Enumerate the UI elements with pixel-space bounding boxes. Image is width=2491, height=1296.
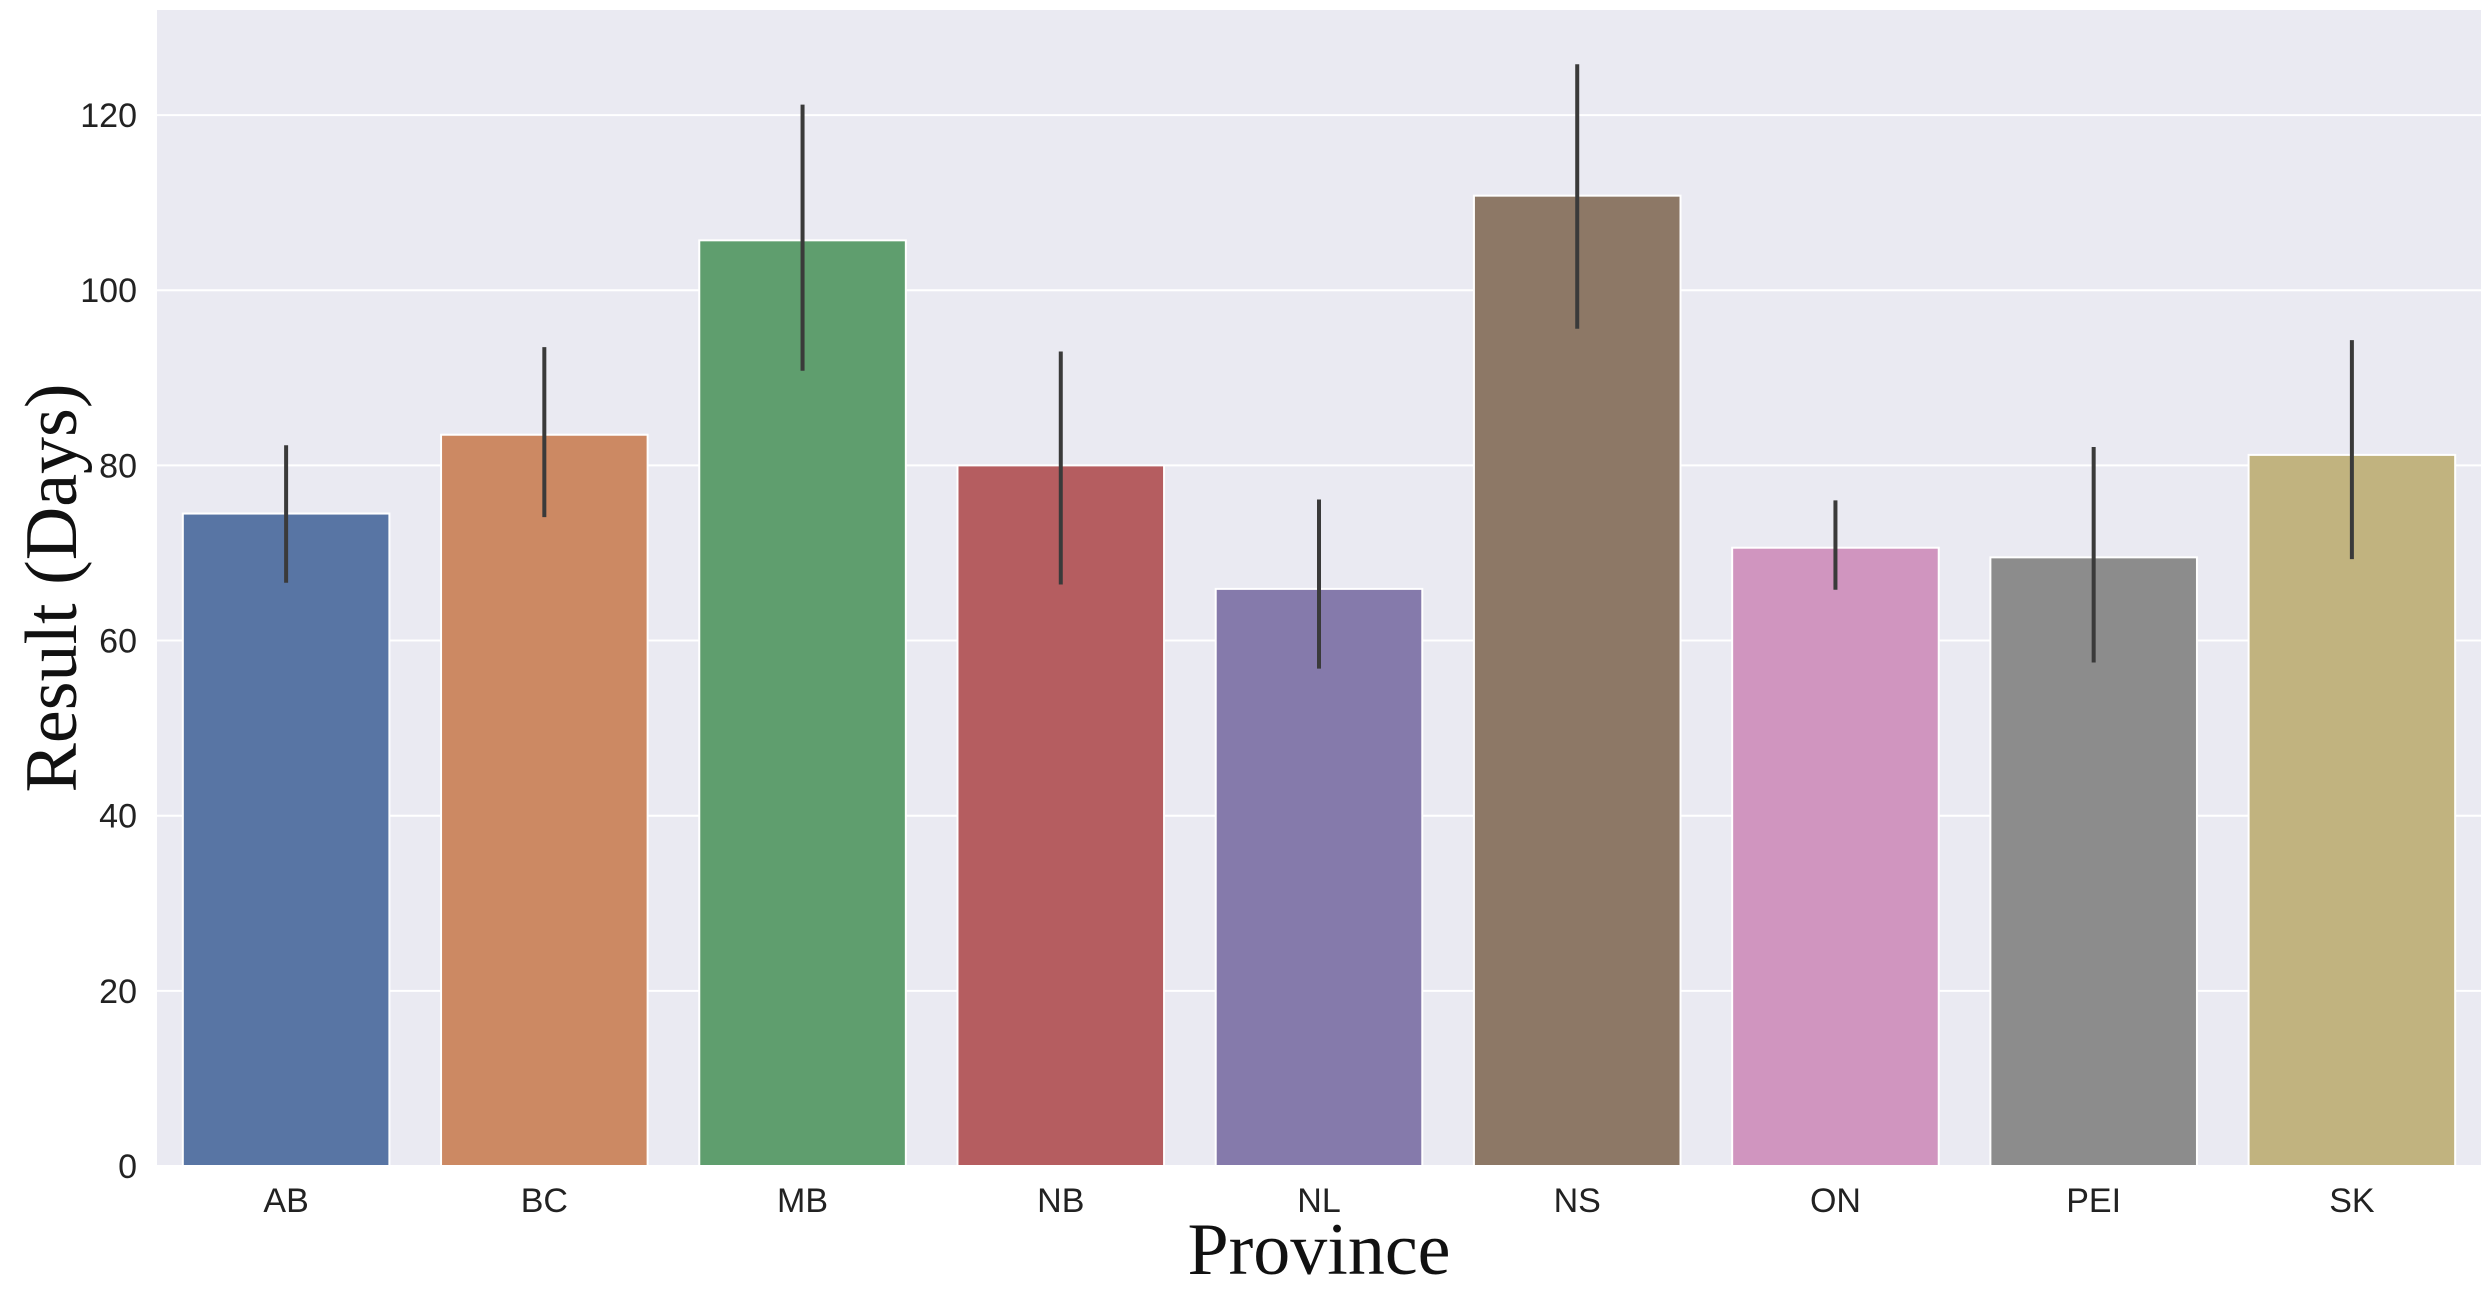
y-tick-label: 60 <box>99 623 137 661</box>
x-tick-label: NL <box>1297 1182 1340 1220</box>
y-tick-label: 0 <box>118 1148 137 1186</box>
bar-ns <box>1472 194 1682 1168</box>
x-tick-label: SK <box>2329 1182 2375 1220</box>
x-tick-label: NB <box>1037 1182 1084 1220</box>
x-tick-label: NS <box>1554 1182 1601 1220</box>
bars <box>181 194 2457 1168</box>
x-tick-label: PEI <box>2066 1182 2121 1220</box>
x-axis-title: Province <box>1187 1209 1450 1291</box>
y-axis-title: Result (Days) <box>11 384 93 793</box>
y-tick-label: 100 <box>80 272 137 310</box>
y-tick-labels: 0 20 40 60 80 100 120 <box>80 97 137 1186</box>
y-tick-label: 40 <box>99 798 137 836</box>
y-tick-label: 120 <box>80 97 137 135</box>
x-tick-label: MB <box>777 1182 828 1220</box>
bar-mb <box>698 239 907 1168</box>
y-tick-label: 80 <box>99 447 137 485</box>
y-tick-label: 20 <box>99 973 137 1011</box>
x-tick-label: BC <box>521 1182 568 1220</box>
bar-ab <box>181 512 391 1167</box>
bar-nl <box>1214 587 1424 1167</box>
x-tick-label: ON <box>1810 1182 1861 1220</box>
bar-bc <box>440 433 649 1167</box>
x-tick-labels: AB BC MB NB NL NS ON PEI SK <box>263 1182 2374 1220</box>
bar-on <box>1731 546 1940 1167</box>
x-tick-label: AB <box>263 1182 308 1220</box>
bar-sk <box>2247 453 2457 1168</box>
error-bars <box>284 64 2354 669</box>
